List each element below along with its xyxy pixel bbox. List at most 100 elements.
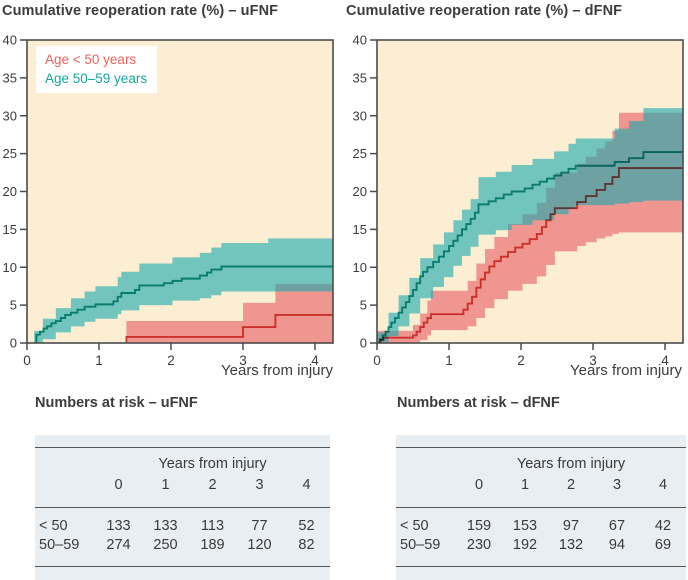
column-header: 1 [520,477,530,493]
risk-table-dfnf: Years from injury 0 1 2 3 4 < 50 159 153 97 67 42… [396,435,686,580]
table-top-strip [396,435,686,447]
x-tick-label: 2 [517,353,525,368]
table-header: Years from injury 0 1 2 3 4 [396,447,686,508]
table-body: < 50 159 153 97 67 42 50–59 230 192 132 94 69 [396,508,686,566]
y-tick-label: 15 [3,222,17,237]
column-header: 3 [255,477,264,493]
curve-under50 [377,167,683,343]
x-tick-label: 3 [589,353,597,368]
risk-count: 67 [608,518,626,534]
risk-count: 113 [200,518,225,534]
risk-count: 97 [562,518,580,534]
y-tick-label: 20 [3,184,17,199]
chart-ufnf: 0 5 10 15 20 25 30 35 40 0 1 2 3 4 [3,33,334,368]
table-column-headers: 0 1 2 3 4 [95,474,330,496]
column-header: 1 [161,477,170,493]
y-tick-label: 10 [3,260,17,275]
y-tick-label: 30 [3,108,17,123]
x-axis-label-dfnf: Years from injury [570,362,682,379]
column-header: 3 [612,477,622,493]
row-label: < 50 [400,518,429,534]
table-row: < 50 133 133 113 77 52 [35,517,330,536]
chart-title-ufnf: Cumulative reoperation rate (%) – uFNF [2,3,279,19]
chart-title-dfnf: Cumulative reoperation rate (%) – dFNF [346,3,623,19]
risk-table-ufnf: Years from injury 0 1 2 3 4 < 50 133 133 113 77 5… [35,435,330,580]
risk-count: 230 [466,537,492,553]
y-tick-label: 5 [360,298,367,313]
x-tick-label: 0 [23,353,31,368]
column-header: 4 [302,477,311,493]
table-bottom-strip [35,566,330,580]
table-row: < 50 159 153 97 67 42 [396,517,686,536]
table-row: 50–59 274 250 189 120 82 [35,536,330,555]
curve-age50_59 [34,265,333,343]
table-header-span: Years from injury [516,456,626,472]
x-tick-label: 3 [239,353,247,368]
chart-panel-dfnf: Cumulative reoperation rate (%) – dFNF 0… [344,0,688,385]
table-header-span: Years from injury [158,456,267,472]
risk-table-title-dfnf: Numbers at risk – dFNF [397,395,560,411]
legend-item-50-59: Age 50–59 years [45,71,148,86]
risk-count: 94 [608,537,626,553]
y-tick-label: 15 [353,222,367,237]
y-tick-label: 10 [353,260,367,275]
risk-count: 189 [200,537,225,553]
y-tick-label: 35 [3,70,17,85]
y-tick-label: 40 [353,33,367,48]
curve-age50_59 [377,151,683,343]
ci-band-under50 [126,283,333,343]
table-column-headers: 0 1 2 3 4 [456,474,686,496]
x-axis-label-ufnf: Years from injury [221,362,333,379]
x-tick-label: 2 [167,353,175,368]
risk-count: 69 [654,537,672,553]
y-tick-label: 0 [10,336,17,351]
x-tick-label: 4 [311,353,319,368]
chart-panel-ufnf: Cumulative reoperation rate (%) – uFNF 0… [0,0,344,385]
y-tick-label: 25 [353,146,367,161]
x-tick-label: 1 [95,353,103,368]
risk-count: 153 [512,518,538,534]
y-tick-label: 0 [360,336,367,351]
table-header: Years from injury 0 1 2 3 4 [35,447,330,508]
risk-count: 274 [106,537,131,553]
risk-count: 77 [251,518,268,534]
risk-count: 132 [558,537,584,553]
x-tick-label: 0 [373,353,381,368]
x-tick-label: 1 [445,353,453,368]
row-label: 50–59 [39,537,80,553]
chart-dfnf: 0 5 10 15 20 25 30 35 40 0 1 2 3 4 [353,33,684,368]
risk-count: 82 [298,537,315,553]
column-header: 2 [208,477,217,493]
table-row: 50–59 230 192 132 94 69 [396,536,686,555]
legend-item-under50: Age < 50 years [45,52,137,67]
risk-count: 250 [153,537,178,553]
column-header: 4 [658,477,668,493]
table-bottom-strip [396,566,686,580]
table-top-strip [35,435,330,447]
column-header: 2 [566,477,576,493]
risk-table-panel-dfnf: Numbers at risk – dFNF Years from injury… [344,385,688,580]
risk-table-panel-ufnf: Numbers at risk – uFNF Years from injury… [0,385,344,580]
y-tick-label: 20 [353,184,367,199]
legend: Age < 50 years Age 50–59 years [36,46,158,93]
row-label: 50–59 [400,537,441,553]
column-header: 0 [114,477,123,493]
risk-count: 133 [153,518,178,534]
ci-band-age50_59 [34,238,333,343]
y-tick-label: 25 [3,146,17,161]
curve-under50 [125,314,333,343]
y-tick-label: 5 [10,298,17,313]
risk-count: 133 [106,518,131,534]
risk-count: 52 [298,518,315,534]
column-header: 0 [474,477,484,493]
y-tick-label: 35 [353,70,367,85]
y-tick-label: 30 [353,108,367,123]
x-tick-label: 4 [661,353,669,368]
y-tick-label: 40 [3,33,17,48]
risk-count: 159 [466,518,492,534]
risk-table-title-ufnf: Numbers at risk – uFNF [35,395,198,411]
table-body: < 50 133 133 113 77 52 50–59 274 250 189 120 82 [35,508,330,566]
ci-band-age50_59 [377,108,683,343]
risk-count: 42 [654,518,672,534]
